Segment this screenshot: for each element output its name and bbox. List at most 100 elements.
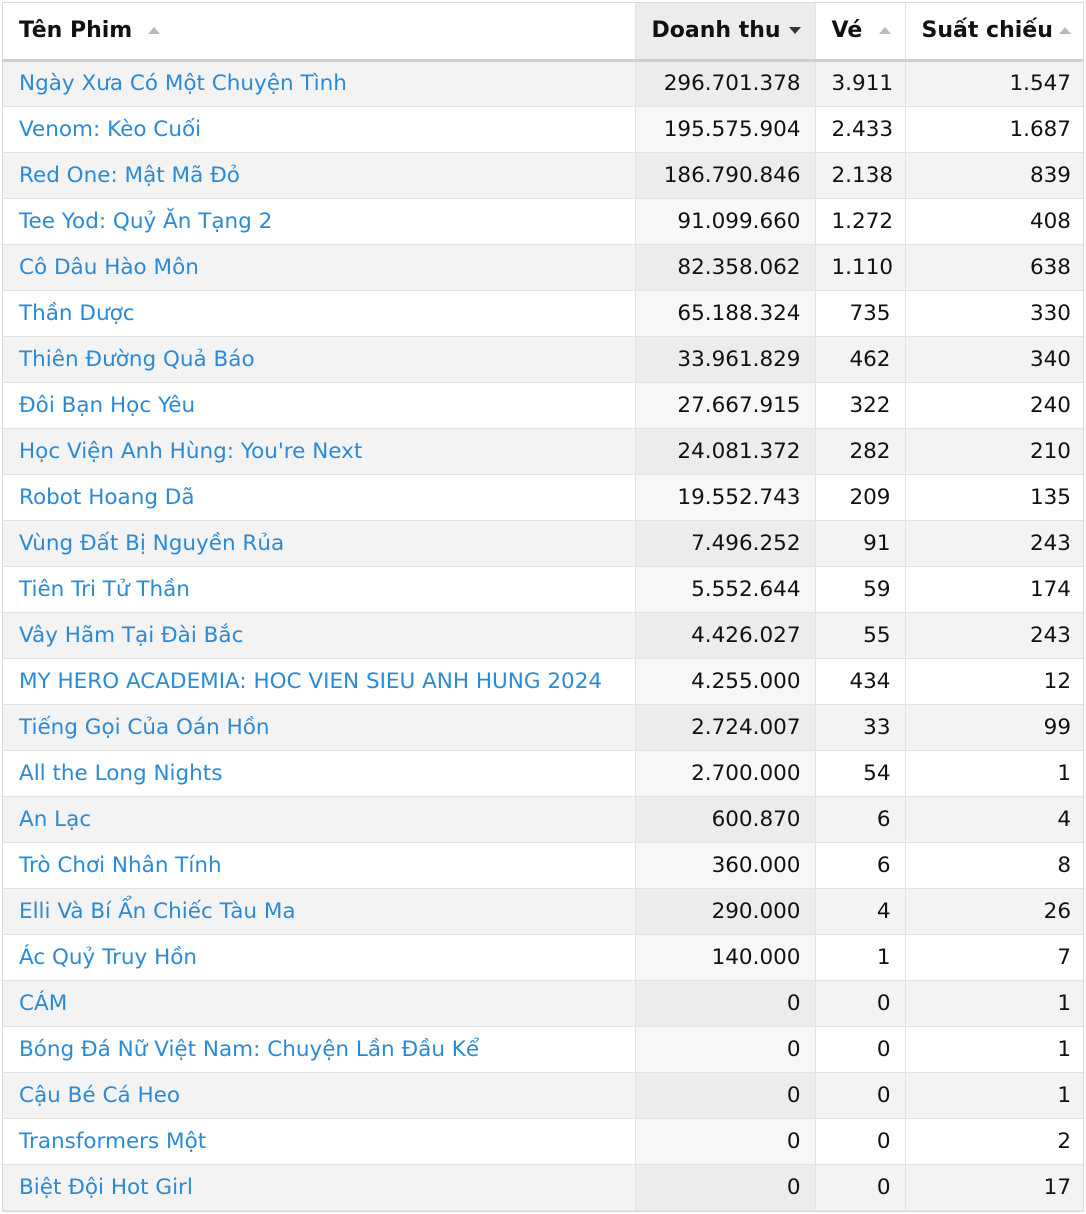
table-row: Đôi Bạn Học Yêu 27.667.915 322 240 <box>3 382 1083 429</box>
tickets-cell: 6 <box>815 842 906 889</box>
shows-cell: 8 <box>905 842 1083 889</box>
movie-title-link[interactable]: Thần Dược <box>19 300 135 326</box>
column-header-tickets[interactable]: Vé <box>815 3 906 62</box>
movie-name-cell: Transformers Một <box>3 1118 636 1165</box>
revenue-cell: 4.255.000 <box>635 658 816 705</box>
movie-name-cell: Thiên Đường Quả Báo <box>3 336 636 383</box>
movie-title-link[interactable]: Trò Chơi Nhân Tính <box>19 852 222 878</box>
revenue-cell: 65.188.324 <box>635 290 816 337</box>
revenue-cell: 2.700.000 <box>635 750 816 797</box>
movie-title-link[interactable]: Vây Hãm Tại Đài Bắc <box>19 622 244 648</box>
column-header-shows[interactable]: Suất chiếu <box>905 3 1083 62</box>
movie-title-link[interactable]: Elli Và Bí Ẩn Chiếc Tàu Ma <box>19 898 296 924</box>
shows-cell: 839 <box>905 152 1083 199</box>
shows-cell: 174 <box>905 566 1083 613</box>
movie-name-cell: Elli Và Bí Ẩn Chiếc Tàu Ma <box>3 888 636 935</box>
shows-cell: 243 <box>905 520 1083 567</box>
table-row: An Lạc 600.870 6 4 <box>3 796 1083 843</box>
table-row: Tiên Tri Tử Thần 5.552.644 59 174 <box>3 566 1083 613</box>
movie-title-link[interactable]: Cô Dâu Hào Môn <box>19 254 199 280</box>
tickets-cell: 0 <box>815 1026 906 1073</box>
movie-name-cell: Red One: Mật Mã Đỏ <box>3 152 636 199</box>
table-row: Thiên Đường Quả Báo 33.961.829 462 340 <box>3 336 1083 383</box>
movie-title-link[interactable]: An Lạc <box>19 806 92 832</box>
tickets-cell: 6 <box>815 796 906 843</box>
revenue-cell: 0 <box>635 1118 816 1165</box>
movie-name-cell: Tee Yod: Quỷ Ăn Tạng 2 <box>3 198 636 245</box>
movie-title-link[interactable]: Ngày Xưa Có Một Chuyện Tình <box>19 71 347 96</box>
tickets-cell: 0 <box>815 1164 906 1211</box>
movie-title-link[interactable]: Biệt Đội Hot Girl <box>19 1174 193 1200</box>
tickets-cell: 33 <box>815 704 906 751</box>
shows-cell: 1 <box>905 1072 1083 1119</box>
movie-title-link[interactable]: MY HERO ACADEMIA: HOC VIEN SIEU ANH HUNG… <box>19 668 603 694</box>
tickets-cell: 0 <box>815 1118 906 1165</box>
table-row: Ác Quỷ Truy Hồn 140.000 1 7 <box>3 934 1083 981</box>
movie-name-cell: Ác Quỷ Truy Hồn <box>3 934 636 981</box>
revenue-cell: 33.961.829 <box>635 336 816 383</box>
shows-cell: 1 <box>905 1026 1083 1073</box>
revenue-cell: 360.000 <box>635 842 816 889</box>
movie-name-cell: Học Viện Anh Hùng: You're Next <box>3 428 636 475</box>
revenue-cell: 4.426.027 <box>635 612 816 659</box>
shows-cell: 17 <box>905 1164 1083 1211</box>
movie-title-link[interactable]: CÁM <box>19 990 68 1016</box>
table-body: Ngày Xưa Có Một Chuyện Tình 296.701.378 3.… <box>3 60 1083 1211</box>
movie-title-link[interactable]: Tiên Tri Tử Thần <box>19 576 190 602</box>
movie-title-link[interactable]: Ác Quỷ Truy Hồn <box>19 944 198 970</box>
movie-name-cell: All the Long Nights <box>3 750 636 797</box>
revenue-cell: 27.667.915 <box>635 382 816 429</box>
movie-title-link[interactable]: Red One: Mật Mã Đỏ <box>19 162 240 188</box>
table-row: Cô Dâu Hào Môn 82.358.062 1.110 638 <box>3 244 1083 291</box>
shows-cell: 26 <box>905 888 1083 935</box>
sort-descending-icon <box>788 27 801 35</box>
table-row: Elli Và Bí Ẩn Chiếc Tàu Ma 290.000 4 26 <box>3 888 1083 935</box>
revenue-cell: 0 <box>635 1072 816 1119</box>
table-row: Tiếng Gọi Của Oán Hồn 2.724.007 33 99 <box>3 704 1083 751</box>
table-row: Cậu Bé Cá Heo 0 0 1 <box>3 1072 1083 1119</box>
movie-name-cell: Ngày Xưa Có Một Chuyện Tình <box>3 60 636 107</box>
movie-title-link[interactable]: Transformers Một <box>19 1128 207 1154</box>
shows-cell: 1 <box>905 750 1083 797</box>
movie-name-cell: Biệt Đội Hot Girl <box>3 1164 636 1211</box>
movie-title-link[interactable]: Thiên Đường Quả Báo <box>19 346 255 372</box>
tickets-cell: 59 <box>815 566 906 613</box>
shows-cell: 7 <box>905 934 1083 981</box>
tickets-cell: 91 <box>815 520 906 567</box>
movie-title-link[interactable]: Bóng Đá Nữ Việt Nam: Chuyện Lần Đầu Kể <box>19 1036 480 1062</box>
movie-title-link[interactable]: Venom: Kèo Cuối <box>19 116 202 142</box>
movie-title-link[interactable]: Đôi Bạn Học Yêu <box>19 392 196 418</box>
movie-name-cell: MY HERO ACADEMIA: HOC VIEN SIEU ANH HUNG… <box>3 658 636 705</box>
movie-title-link[interactable]: Robot Hoang Dã <box>19 484 195 510</box>
tickets-cell: 54 <box>815 750 906 797</box>
movie-title-link[interactable]: Tee Yod: Quỷ Ăn Tạng 2 <box>19 208 273 234</box>
movie-name-cell: Vây Hãm Tại Đài Bắc <box>3 612 636 659</box>
movie-title-link[interactable]: Cậu Bé Cá Heo <box>19 1082 181 1108</box>
revenue-cell: 91.099.660 <box>635 198 816 245</box>
column-header-revenue[interactable]: Doanh thu <box>635 3 816 62</box>
column-header-name-label: Tên Phim <box>19 18 133 44</box>
table-row: All the Long Nights 2.700.000 54 1 <box>3 750 1083 797</box>
movie-title-link[interactable]: Tiếng Gọi Của Oán Hồn <box>19 714 270 740</box>
movie-title-link[interactable]: All the Long Nights <box>19 760 223 786</box>
table-row: Tee Yod: Quỷ Ăn Tạng 2 91.099.660 1.272 408 <box>3 198 1083 245</box>
revenue-cell: 140.000 <box>635 934 816 981</box>
shows-cell: 638 <box>905 244 1083 291</box>
movie-name-cell: Thần Dược <box>3 290 636 337</box>
movie-title-link[interactable]: Vùng Đất Bị Nguyền Rủa <box>19 530 285 556</box>
tickets-cell: 1 <box>815 934 906 981</box>
tickets-cell: 55 <box>815 612 906 659</box>
movie-name-cell: An Lạc <box>3 796 636 843</box>
movie-name-cell: Tiên Tri Tử Thần <box>3 566 636 613</box>
shows-cell: 340 <box>905 336 1083 383</box>
movie-title-link[interactable]: Học Viện Anh Hùng: You're Next <box>19 438 363 464</box>
movie-revenue-table: Tên Phim Doanh thu Vé <box>3 3 1083 1211</box>
column-header-name[interactable]: Tên Phim <box>3 3 636 62</box>
tickets-cell: 4 <box>815 888 906 935</box>
tickets-cell: 209 <box>815 474 906 521</box>
table-row: Transformers Một 0 0 2 <box>3 1118 1083 1165</box>
tickets-cell: 1.110 <box>815 244 906 291</box>
table-row: Thần Dược 65.188.324 735 330 <box>3 290 1083 337</box>
table-row: Red One: Mật Mã Đỏ 186.790.846 2.138 839 <box>3 152 1083 199</box>
shows-cell: 1.687 <box>905 106 1083 153</box>
